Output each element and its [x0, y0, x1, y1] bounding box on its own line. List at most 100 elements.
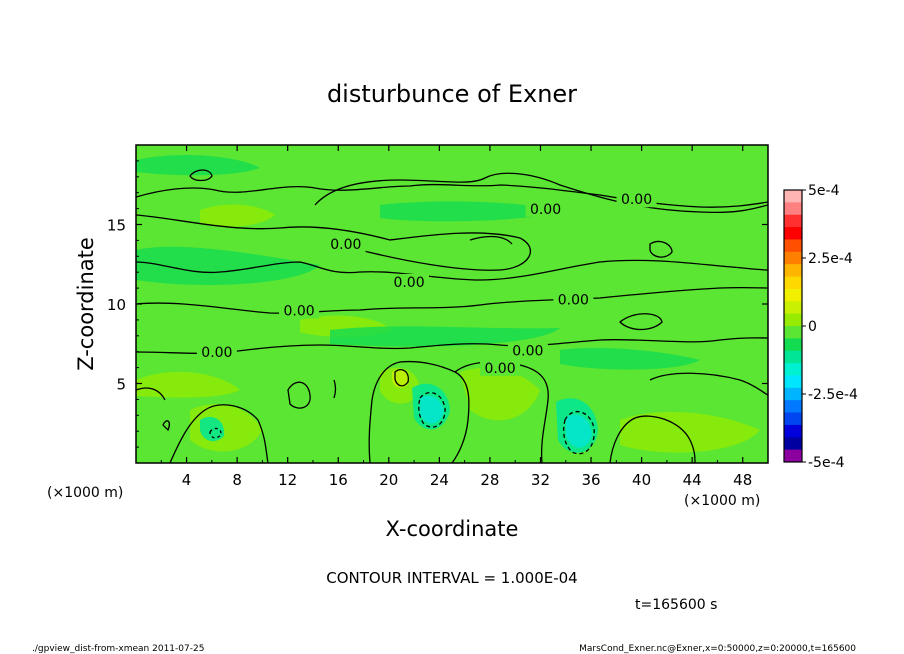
colorbar-tick-label: 0 — [808, 319, 817, 335]
colorbar-swatch — [784, 338, 802, 352]
chart-title: disturbunce of Exner — [327, 80, 577, 108]
contour-zero-line — [136, 337, 768, 354]
field-patch-cool — [566, 414, 592, 448]
contour-zero-line — [162, 420, 170, 432]
colorbar-swatch — [784, 375, 802, 389]
contour-zero-line — [649, 240, 673, 258]
contour-label: 0.00 — [484, 361, 515, 377]
field-patch-cool — [200, 416, 225, 442]
colorbar-swatch — [784, 251, 802, 265]
contour-label-bg — [389, 273, 430, 290]
colorbar-swatch — [784, 387, 802, 401]
contour-label-bg — [507, 342, 548, 359]
field-patch-cool — [330, 326, 560, 347]
contour-zero-line — [394, 368, 409, 387]
x-tick-label: 40 — [632, 471, 651, 489]
y-axis-label: Z-coordinate — [74, 237, 98, 371]
x-tick-label: 20 — [379, 471, 398, 489]
contour-label: 0.00 — [558, 292, 589, 308]
field-patch-cool — [380, 201, 560, 222]
contour-label: 0.00 — [330, 237, 361, 253]
contour-zero-line — [619, 313, 663, 331]
x-tick-label: 16 — [329, 471, 348, 489]
field-patch-cool — [136, 154, 260, 176]
contour-label-bg — [553, 291, 594, 308]
contour-label: 0.00 — [512, 343, 543, 359]
contour-label: 0.00 — [393, 275, 424, 291]
contour-zero-line — [314, 172, 768, 214]
y-axis: 5 10 15 — [107, 160, 768, 448]
contour-negative-line — [418, 391, 446, 428]
contour-label: 0.00 — [283, 304, 314, 320]
contour-label-bg — [480, 359, 521, 376]
field-patch-warm — [200, 204, 275, 227]
footer-right: MarsCond_Exner.nc@Exner,x=0:50000,z=0:20… — [579, 644, 856, 654]
x-tick-label: 32 — [531, 471, 550, 489]
contour-zero-line — [368, 360, 470, 463]
contour-interval-text: CONTOUR INTERVAL = 1.000E-04 — [326, 569, 577, 587]
colorbar-swatch — [784, 227, 802, 240]
time-label: t=165600 s — [635, 597, 717, 613]
colorbar-tick-label: 2.5e-4 — [808, 251, 853, 267]
x-axis-label: X-coordinate — [386, 517, 519, 541]
field-patch-warm — [620, 411, 760, 453]
contour-label: 0.00 — [201, 345, 232, 361]
colorbar-swatch — [784, 363, 802, 376]
colorbar-tick-label: -5e-4 — [808, 455, 845, 471]
colorbar-swatch — [784, 326, 802, 339]
field-patch-warm — [460, 367, 540, 421]
colorbar-swatch — [784, 214, 802, 228]
contour-zero-line — [136, 183, 768, 208]
field-patch-cool — [560, 348, 700, 370]
contour-label: 0.00 — [621, 192, 652, 208]
colorbar: 5e-4 2.5e-4 0 -2.5e-4 -5e-4 — [783, 183, 858, 471]
field-patches — [136, 154, 760, 453]
contour-zero-line — [649, 372, 768, 396]
contour-zero-line — [169, 404, 269, 463]
field-patch-cool — [420, 395, 444, 424]
contour-label-bg — [196, 343, 237, 360]
contour-zero-line — [333, 379, 337, 399]
colorbar-swatch — [784, 424, 802, 438]
contour-zero-line — [469, 235, 513, 245]
field-patch-warm — [136, 371, 240, 398]
contour-label-bg — [616, 191, 657, 208]
colorbar-swatch — [784, 190, 802, 203]
x-tick-label: 4 — [182, 471, 192, 489]
contour-zero-line — [136, 214, 532, 271]
x-tick-label: 36 — [581, 471, 600, 489]
x-unit-label-left: (×1000 m) — [47, 485, 123, 501]
plot-area: 0.00 0.00 0.00 0.00 0.00 0.00 0.00 0.00 0.00 — [135, 144, 769, 464]
colorbar-swatch — [784, 449, 802, 463]
contour-zero-line — [287, 381, 311, 409]
colorbar-swatch — [784, 276, 802, 290]
y-tick-label: 5 — [116, 376, 126, 394]
y-tick-label: 15 — [107, 217, 126, 235]
contour-zero-line — [136, 259, 768, 281]
x-axis: 4 8 12 16 20 24 28 32 36 40 44 48 — [160, 145, 752, 489]
x-tick-label: 44 — [683, 471, 702, 489]
field-patch-cool — [136, 246, 320, 285]
x-tick-label: 24 — [430, 471, 449, 489]
contour-label-bg — [325, 235, 366, 252]
colorbar-swatch — [784, 350, 802, 364]
colorbar-swatch — [784, 313, 802, 327]
colorbar-tick-label: -2.5e-4 — [808, 387, 858, 403]
x-tick-label: 12 — [278, 471, 297, 489]
colorbar-swatch — [784, 400, 802, 414]
x-tick-label: 28 — [480, 471, 499, 489]
contour-labels: 0.00 0.00 0.00 0.00 0.00 0.00 0.00 0.00 0.00 — [196, 191, 657, 377]
colorbar-swatch — [784, 437, 802, 451]
footer-left: ./gpview_dist-from-xmean 2011-07-25 — [32, 644, 204, 654]
contour-negative-line — [563, 410, 595, 455]
colorbar-swatch — [784, 202, 802, 216]
colorbar-swatch — [784, 264, 802, 278]
contour-zero-line — [136, 387, 166, 401]
colorbar-swatch — [784, 288, 802, 302]
colorbar-swatch — [784, 412, 802, 426]
contour-label-bg — [279, 302, 320, 319]
colorbar-swatch — [784, 301, 802, 315]
colorbar-tick-label: 5e-4 — [808, 183, 840, 199]
y-tick-label: 10 — [107, 296, 126, 314]
